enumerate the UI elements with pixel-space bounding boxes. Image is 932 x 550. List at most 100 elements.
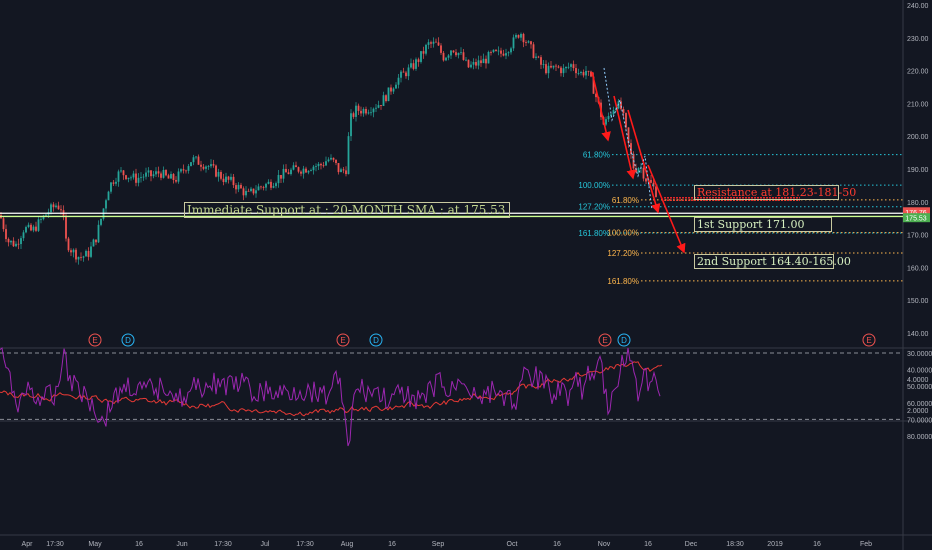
price-candle-body	[522, 33, 525, 43]
price-candle-body	[367, 112, 370, 114]
price-candle-body	[267, 181, 270, 184]
x-tick-4: Jun	[176, 541, 187, 548]
price-tag-bg-0	[903, 207, 930, 217]
price-candle-body	[345, 170, 347, 175]
price-candle-body	[587, 70, 590, 72]
forecast-arrow-1	[613, 95, 636, 180]
price-candle-body	[60, 209, 62, 211]
x-tick-8: Aug	[341, 541, 354, 548]
price-candle-body	[442, 52, 445, 61]
price-candle-body	[322, 165, 325, 167]
price-candle-body	[292, 165, 295, 170]
price-candle-body	[317, 163, 320, 167]
rsi-panel[interactable]	[0, 347, 903, 447]
price-candle-body	[402, 71, 405, 73]
price-candle-body	[295, 165, 297, 168]
price-candle-body	[337, 163, 340, 173]
annotation-second-support[interactable]: 2nd Support 164.40-165.00	[694, 254, 851, 269]
price-candle-body	[505, 53, 507, 56]
price-candle-body	[272, 186, 275, 188]
x-tick-13: Nov	[598, 541, 611, 548]
price-candle-body	[290, 169, 292, 175]
price-candle-body	[222, 178, 225, 183]
price-candle-body	[65, 215, 67, 239]
price-candle-body	[470, 64, 472, 68]
price-candle-body	[395, 84, 397, 89]
x-tick-11: Oct	[507, 541, 518, 548]
price-candle-body	[40, 219, 42, 220]
price-candle-body	[407, 67, 410, 77]
price-candle-body	[97, 224, 100, 243]
price-candle-body	[495, 49, 497, 52]
price-candle-body	[212, 164, 215, 166]
price-candle-body	[257, 186, 260, 191]
price-candle-body	[420, 51, 422, 62]
price-candle-body	[87, 250, 90, 257]
price-candle-body	[202, 166, 205, 169]
price-candle-body	[270, 181, 272, 188]
price-candle-body	[410, 63, 412, 68]
price-candle-body	[155, 171, 157, 175]
price-tag-1: 175.53	[905, 216, 927, 223]
price-candle-body	[507, 52, 510, 54]
price-candle-body	[70, 250, 72, 253]
price-candle-body	[637, 168, 640, 173]
price-candle-body	[440, 45, 442, 53]
price-candle-body	[555, 65, 557, 67]
price-candle-body	[55, 205, 57, 208]
price-candle-body	[220, 171, 222, 179]
forecast-arrow-0	[591, 71, 611, 142]
x-axis[interactable]: Apr 17:30 May 16 Jun 17:30 Jul 17:30 Aug 16 Sep Oct…	[22, 541, 873, 548]
price-candle-body	[607, 116, 610, 120]
event-marker-1: D	[125, 336, 131, 345]
price-candle-body	[460, 52, 462, 54]
price-candle-body	[305, 168, 307, 173]
price-candle-body	[200, 164, 202, 167]
price-y-tick-4: 200.00	[907, 134, 929, 141]
price-candle-body	[332, 157, 335, 160]
price-candle-body	[115, 181, 117, 184]
annotation-first-support[interactable]: 1st Support 171.00	[694, 217, 832, 232]
price-candle-body	[347, 136, 350, 175]
price-candle-body	[422, 51, 425, 54]
price-candle-body	[242, 188, 245, 196]
price-candle-body	[182, 169, 185, 171]
price-candle-body	[277, 174, 280, 184]
price-candle-body	[480, 60, 482, 64]
price-candle-body	[280, 174, 282, 179]
atr-panel[interactable]	[0, 361, 663, 417]
price-candle-body	[590, 71, 592, 77]
fib-label-7: 161.80%	[607, 277, 639, 286]
price-candle-body	[30, 224, 32, 231]
projection-path	[603, 67, 653, 211]
price-y-tick-7: 170.00	[907, 233, 929, 240]
price-candle-body	[567, 66, 570, 68]
price-panel[interactable]	[0, 32, 657, 265]
price-candle-body	[445, 57, 447, 61]
price-candle-body	[165, 170, 167, 176]
price-candle-body	[650, 179, 652, 183]
price-candle-body	[530, 41, 532, 45]
price-candle-body	[247, 190, 250, 192]
price-candle-body	[227, 176, 230, 180]
price-candle-body	[560, 67, 562, 74]
price-candle-body	[465, 59, 467, 61]
annotation-resistance[interactable]: Resistance at 181.23-181-50	[694, 185, 856, 200]
price-candle-body	[502, 53, 505, 56]
price-y-tick-5: 190.00	[907, 167, 929, 174]
event-marker-0: E	[92, 336, 97, 345]
atr-y-tick-0: 4.0000	[907, 377, 929, 384]
price-candle-body	[230, 176, 232, 180]
price-candle-body	[75, 249, 77, 260]
fib-label-6: 127.20%	[607, 249, 639, 258]
price-candle-body	[237, 184, 240, 190]
annotation-immediate-support[interactable]: Immediate Support at : 20-MONTH SMA : at…	[184, 202, 510, 218]
price-y-tick-10: 140.00	[907, 331, 929, 338]
price-candle-body	[562, 68, 565, 74]
price-candle-body	[5, 229, 7, 240]
y-axis[interactable]: 240.00 230.00 220.00 210.00 200.00 190.00 180.…	[903, 3, 932, 441]
event-marker-circle	[121, 333, 135, 347]
price-candle-body	[35, 226, 37, 231]
